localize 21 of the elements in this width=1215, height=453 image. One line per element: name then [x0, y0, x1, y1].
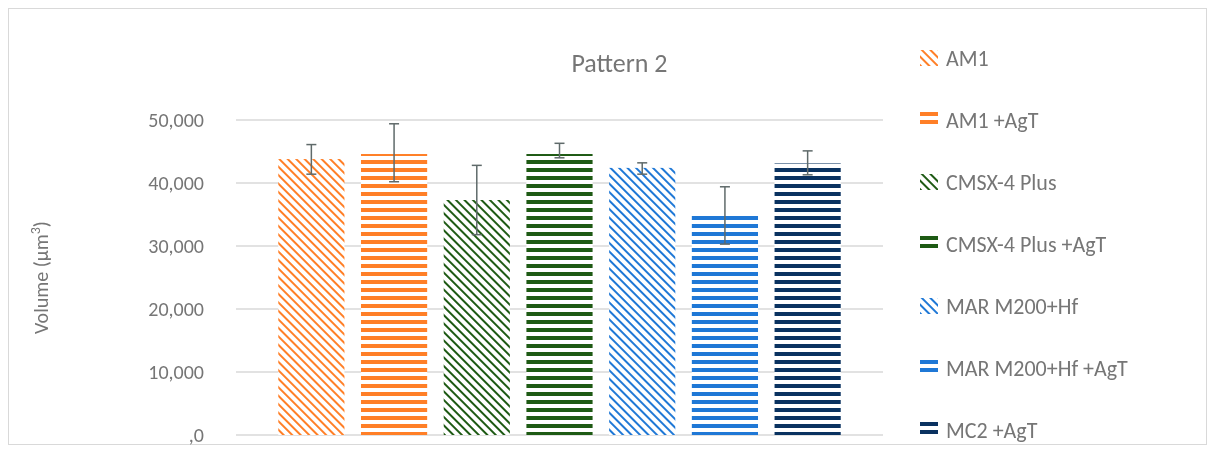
- bar: [691, 215, 759, 435]
- legend-label: MC2 +AgT: [946, 416, 1038, 444]
- y-tick-label: 20,000: [148, 297, 204, 321]
- legend-label: MAR M200+Hf: [946, 292, 1079, 320]
- y-tick-label: 40,000: [148, 171, 204, 195]
- bar: [278, 159, 345, 435]
- y-tick-label: ,0: [188, 423, 204, 447]
- bar: [360, 154, 428, 435]
- legend-label: MAR M200+Hf +AgT: [946, 354, 1129, 382]
- bar: [443, 200, 510, 435]
- y-tick-label: 30,000: [148, 234, 204, 258]
- y-tick-label: 50,000: [148, 108, 204, 132]
- y-tick-label: 10,000: [148, 360, 204, 384]
- bar: [526, 154, 593, 435]
- legend-label: AM1: [946, 44, 989, 72]
- chart-title: Pattern 2: [571, 47, 668, 79]
- legend-label: CMSX-4 Plus +AgT: [946, 230, 1107, 258]
- bar: [774, 163, 841, 435]
- bar: [609, 167, 676, 435]
- legend-label: CMSX-4 Plus: [946, 168, 1057, 196]
- legend-label: AM1 +AgT: [946, 106, 1039, 134]
